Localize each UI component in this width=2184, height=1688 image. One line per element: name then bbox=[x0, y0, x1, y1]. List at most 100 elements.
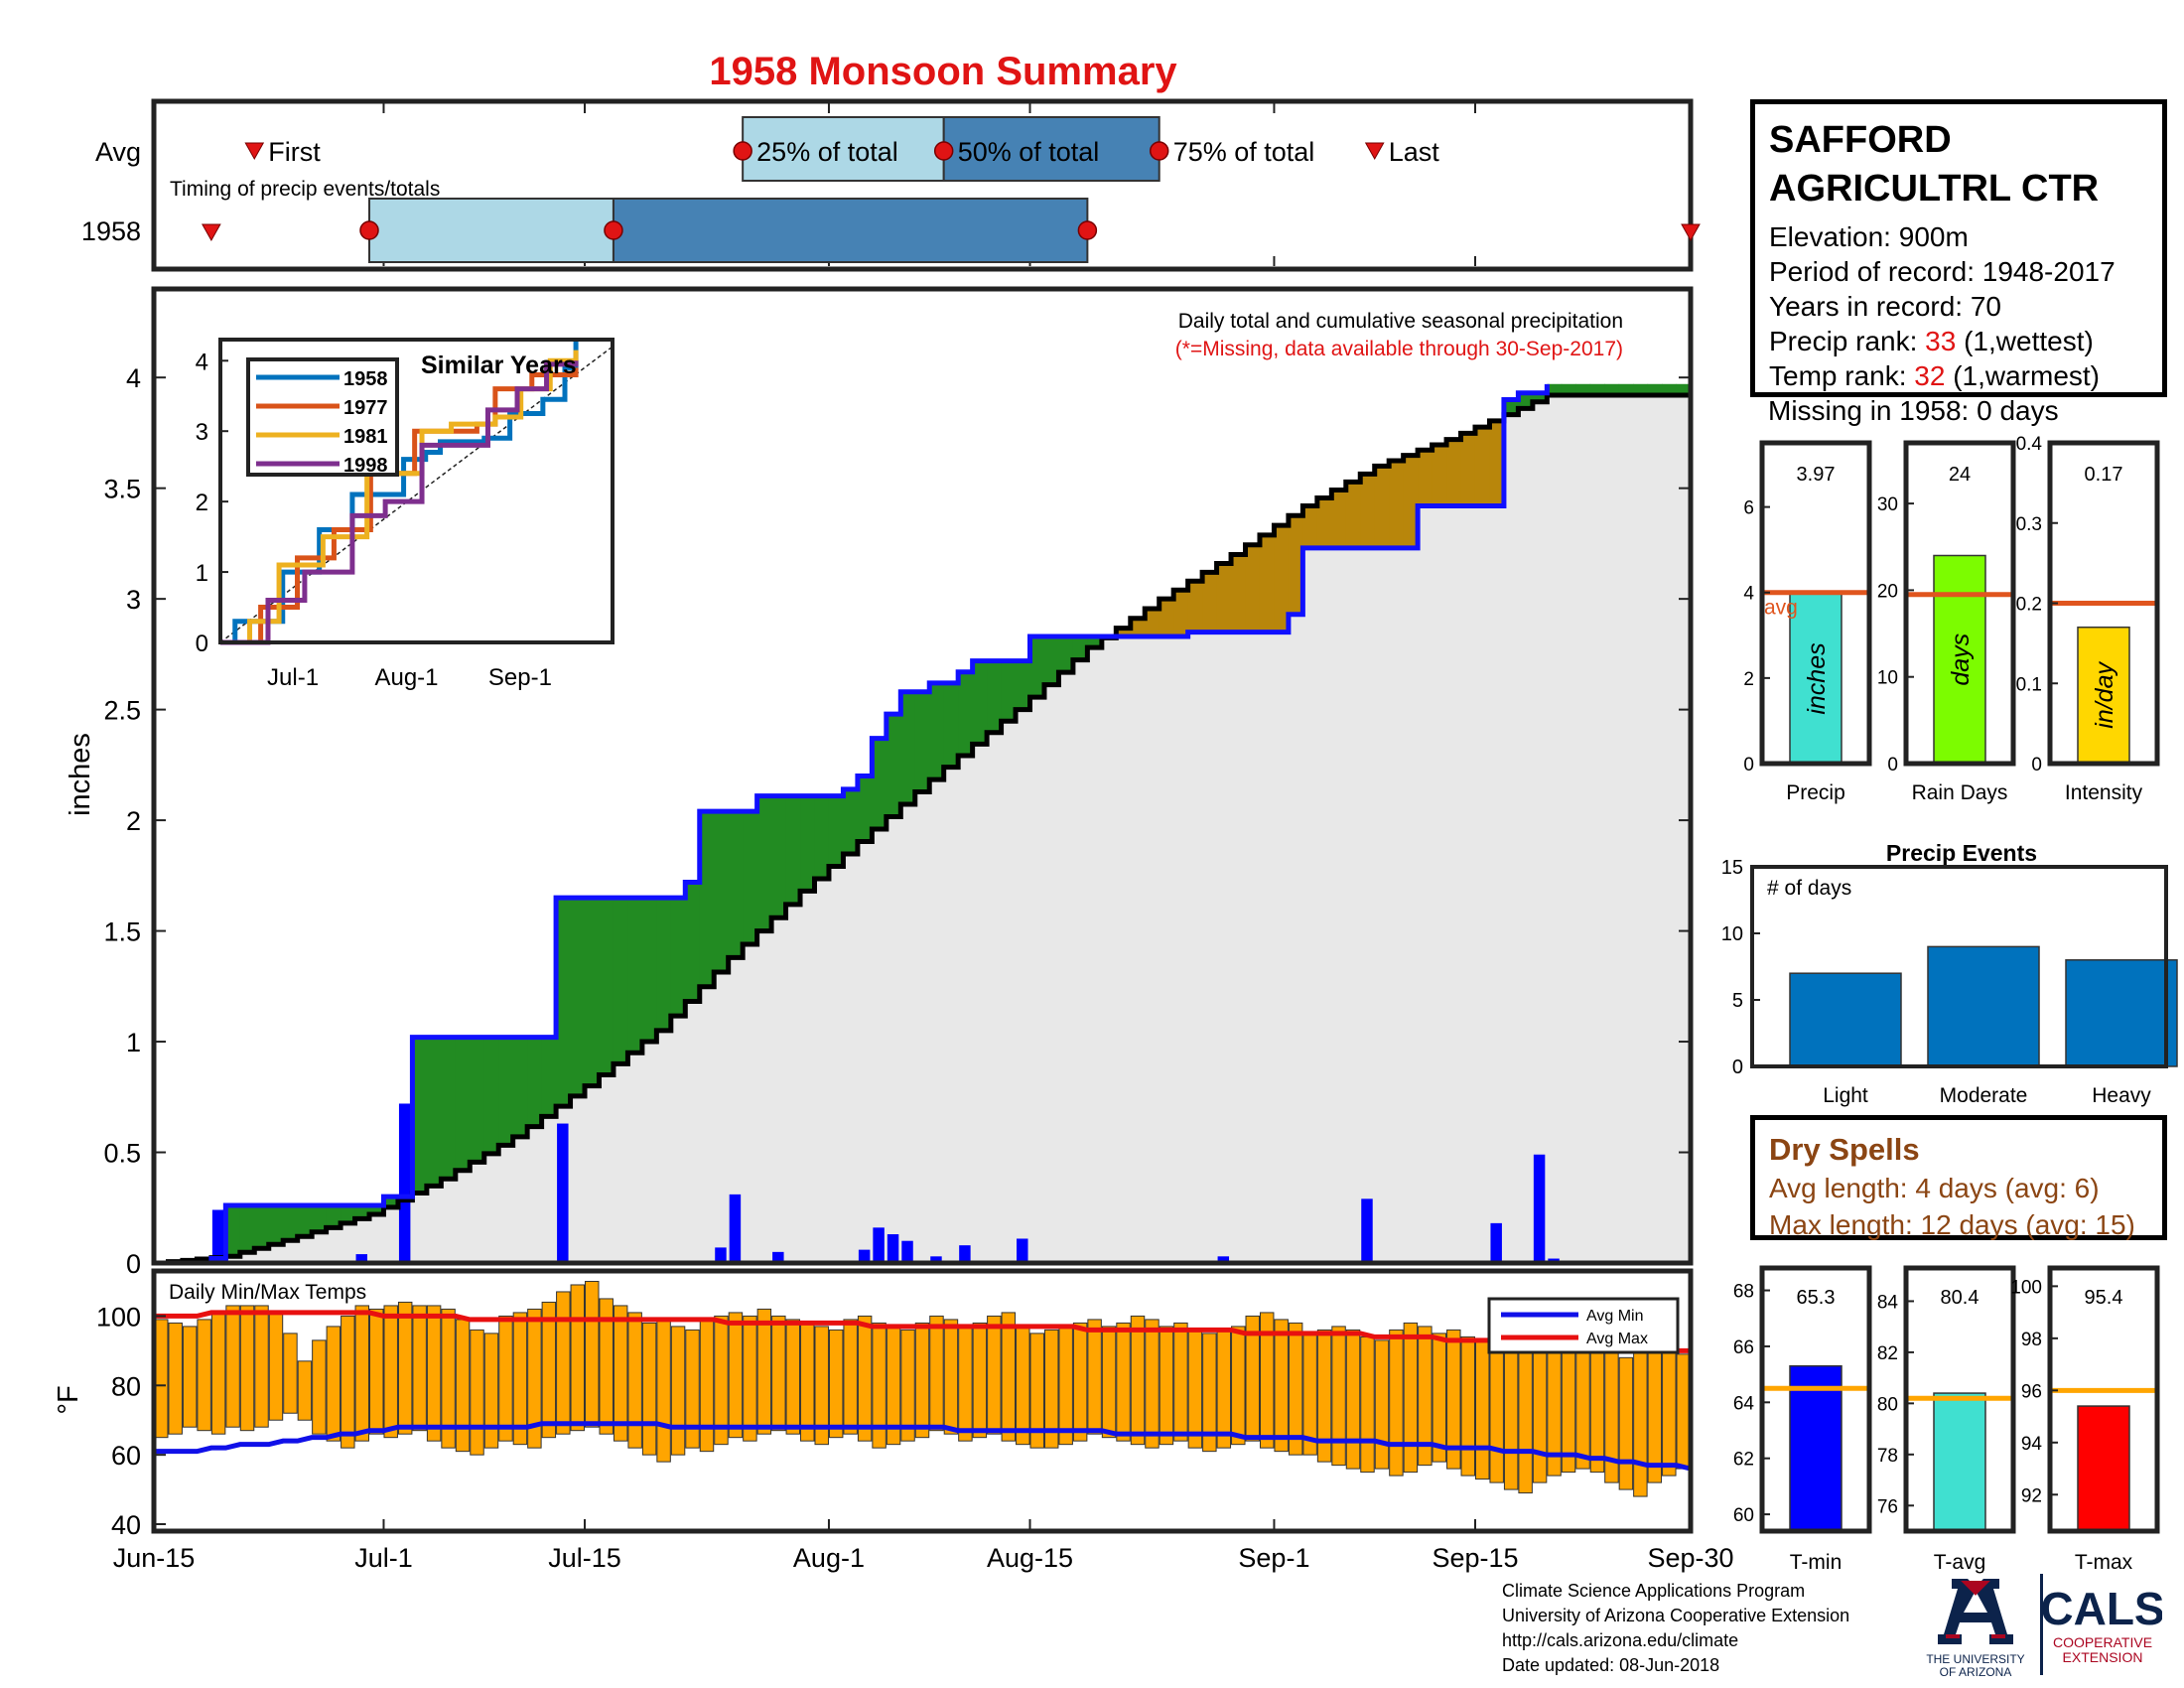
temp-y-label-3: 100 bbox=[96, 1302, 141, 1332]
temp-bar-76 bbox=[1245, 1315, 1260, 1442]
station-info: SAFFORD AGRICULTRL CTR Elevation: 900m P… bbox=[1750, 99, 2167, 397]
ts-tmin-tick-label-0: 60 bbox=[1733, 1505, 1754, 1526]
above-avg-fill-99 bbox=[1575, 383, 1591, 396]
above-avg-fill-98 bbox=[1561, 383, 1576, 396]
temp-bar-22 bbox=[470, 1329, 484, 1456]
avg-min-line bbox=[154, 1421, 1692, 1472]
below-avg-fill-77 bbox=[1259, 534, 1275, 633]
above-avg-fill-39 bbox=[714, 811, 730, 973]
above-avg-fill-59 bbox=[1001, 660, 1017, 722]
above-avg-fill-13 bbox=[341, 1205, 356, 1223]
events-title: Precip Events bbox=[1886, 840, 2037, 866]
credit-line-4: Date updated: 08-Jun-2018 bbox=[1502, 1655, 1720, 1675]
credit-line-2: University of Arizona Cooperative Extens… bbox=[1502, 1606, 1850, 1625]
temp-bar-32 bbox=[613, 1305, 628, 1442]
ts-tavg-bar bbox=[1933, 1392, 1986, 1532]
ts-tmax-bar bbox=[2077, 1405, 2130, 1532]
above-avg-fill-21 bbox=[455, 1037, 471, 1171]
events-bar-moderate bbox=[1927, 945, 2040, 1067]
legend-avg-min: Avg Min bbox=[1586, 1308, 1644, 1325]
above-avg-fill-34 bbox=[641, 898, 657, 1043]
above-avg-fill-22 bbox=[470, 1037, 485, 1163]
timing-avg-label: Avg bbox=[95, 137, 141, 167]
x-tick-label-7: Sep-30 bbox=[1647, 1543, 1733, 1573]
daily-precip-bar-14 bbox=[1217, 1256, 1230, 1263]
inset-y-tick-1: 1 bbox=[196, 560, 208, 587]
below-avg-fill-68 bbox=[1130, 618, 1146, 637]
temp-bar-98 bbox=[1561, 1333, 1576, 1474]
above-avg-fill-46 bbox=[814, 795, 830, 879]
temp-bar-13 bbox=[341, 1315, 355, 1449]
temp-bar-90 bbox=[1446, 1329, 1461, 1470]
credit-line-1: Climate Science Applications Program bbox=[1502, 1581, 1806, 1601]
temp-bar-43 bbox=[771, 1315, 786, 1432]
above-avg-fill-6 bbox=[239, 1205, 255, 1253]
above-avg-fill-61 bbox=[1029, 636, 1045, 698]
temp-bar-95 bbox=[1518, 1333, 1533, 1494]
temp-bar-30 bbox=[585, 1280, 600, 1428]
temp-bar-64 bbox=[1072, 1322, 1088, 1442]
temp-bar-27 bbox=[541, 1301, 557, 1439]
temp-bar-46 bbox=[814, 1326, 829, 1446]
inset-line-1958 bbox=[220, 340, 579, 645]
temp-bar-55 bbox=[943, 1319, 959, 1435]
below-avg-fill-90 bbox=[1446, 439, 1462, 506]
q50-label: 50% of total bbox=[958, 137, 1100, 167]
daily-precip-bar-0 bbox=[211, 1209, 224, 1263]
above-avg-fill-24 bbox=[498, 1037, 514, 1146]
timing-note: Timing of precip events/totals bbox=[170, 178, 440, 201]
above-avg-fill-18 bbox=[412, 1037, 428, 1194]
events-label-heavy: Heavy bbox=[2092, 1084, 2151, 1107]
similar-years-inset: Similar Years 1958 1977 1981 1998 0 1 2 3 4 Jul-… bbox=[196, 338, 614, 691]
temp-bar-23 bbox=[483, 1333, 499, 1449]
temp-bar-100 bbox=[1589, 1333, 1605, 1474]
temp-bar-79 bbox=[1288, 1322, 1303, 1456]
inset-x-tick-0: Jul-1 bbox=[267, 664, 319, 691]
above-avg-fill-16 bbox=[383, 1196, 399, 1207]
sum-precip-label: Precip bbox=[1786, 781, 1845, 804]
below-avg-fill-91 bbox=[1460, 433, 1476, 506]
events-tick-label-0: 0 bbox=[1732, 1056, 1743, 1078]
inset-line-1977 bbox=[220, 367, 579, 645]
ts-tmax-tick-label-2: 96 bbox=[2021, 1381, 2042, 1402]
avg-q50-marker bbox=[933, 141, 954, 161]
precip-rank-value: 33 bbox=[1925, 326, 1957, 356]
temp-bar-38 bbox=[699, 1319, 715, 1453]
y-axis-label: inches bbox=[65, 733, 96, 816]
below-avg-fill-73 bbox=[1202, 572, 1218, 633]
above-avg-fill-60 bbox=[1016, 660, 1031, 710]
temp-bar-61 bbox=[1029, 1333, 1044, 1449]
above-avg-fill-54 bbox=[929, 682, 945, 780]
events-bar-heavy bbox=[2065, 959, 2178, 1067]
temp-bar-105 bbox=[1662, 1349, 1677, 1477]
dry-avg-length: Avg length: 4 days (avg: 6) bbox=[1769, 1173, 2100, 1203]
daily-precip-bar-4 bbox=[715, 1247, 727, 1263]
below-avg-fill-67 bbox=[1116, 628, 1132, 637]
y-tick-label-6: 3 bbox=[126, 585, 141, 615]
daily-precip-bar-3 bbox=[557, 1123, 569, 1263]
x-tick-label-1: Jul-1 bbox=[354, 1543, 413, 1573]
ts-tavg-tick-label-3: 82 bbox=[1877, 1343, 1898, 1364]
above-avg-fill-105 bbox=[1662, 383, 1678, 396]
daily-precip-bar-11 bbox=[930, 1256, 942, 1263]
above-avg-fill-58 bbox=[987, 660, 1003, 733]
year-first-marker bbox=[202, 223, 221, 242]
above-avg-fill-40 bbox=[728, 811, 744, 958]
inset-line-1998 bbox=[220, 360, 579, 645]
temp-y-label-1: 60 bbox=[111, 1441, 141, 1471]
temp-bar-66 bbox=[1101, 1326, 1117, 1439]
inset-legend-1981: 1981 bbox=[343, 426, 388, 448]
x-tick-label-2: Jul-15 bbox=[548, 1543, 621, 1573]
above-avg-fill-27 bbox=[541, 1037, 557, 1117]
temp-bar-52 bbox=[900, 1329, 915, 1442]
sum-precip-avg-label: avg bbox=[1764, 597, 1798, 620]
first-label: First bbox=[268, 137, 321, 167]
temp-bar-2 bbox=[182, 1326, 198, 1428]
below-avg-fill-76 bbox=[1245, 544, 1261, 633]
above-avg-fill-31 bbox=[599, 898, 614, 1075]
sum-precip-tick-label-1: 2 bbox=[1743, 669, 1754, 690]
precip-events-chart: Precip Events Light Moderate Heavy 0 5 10 15 #… bbox=[1721, 840, 2178, 1107]
temp-bar-50 bbox=[872, 1322, 887, 1449]
above-avg-fill-11 bbox=[312, 1205, 328, 1232]
temp-bar-9 bbox=[283, 1333, 298, 1414]
